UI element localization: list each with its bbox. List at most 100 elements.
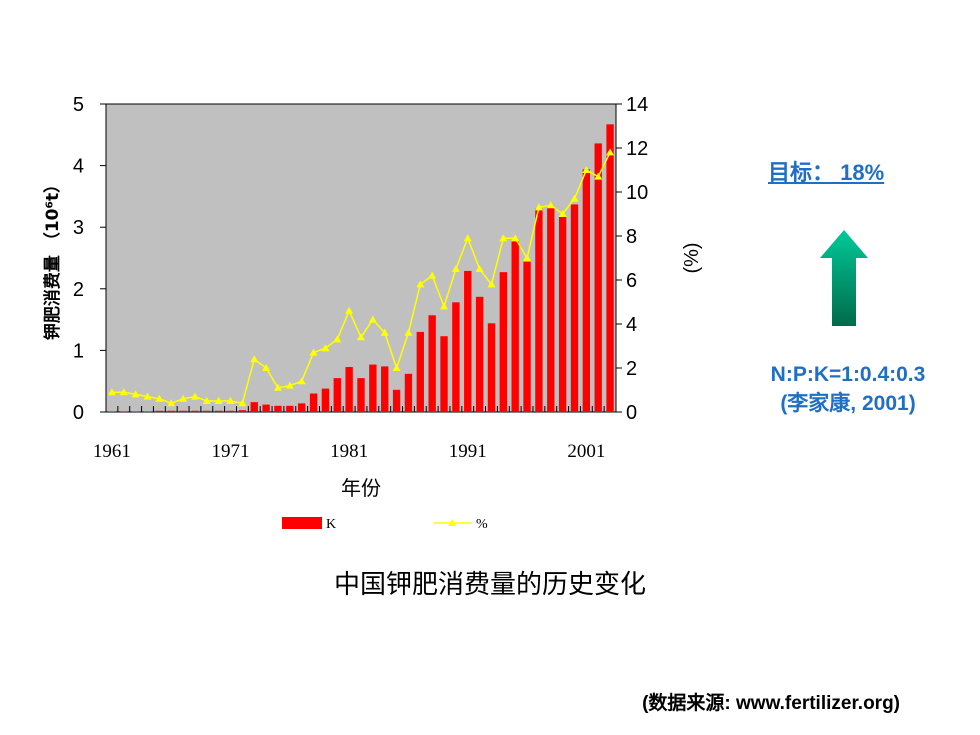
left-tick-label: 4: [73, 156, 84, 178]
bar-1980: [333, 378, 341, 412]
left-tick-label: 3: [73, 217, 84, 239]
bar-1962: [120, 411, 128, 412]
right-axis-ticks: 0 2 4 6 8 10 12 14: [616, 94, 648, 424]
left-tick-label: 5: [73, 94, 84, 116]
percent-point-2000: [570, 194, 579, 202]
percent-point-1966: [167, 399, 176, 407]
x-tick-marks: [105, 406, 617, 412]
npk-ratio-line1: N:P:K=1:0.4:0.3: [770, 363, 926, 386]
percent-point-1963: [131, 390, 140, 398]
bar-1975: [274, 405, 282, 412]
percent-point-1988: [428, 271, 437, 279]
bar-1965: [155, 410, 164, 412]
percent-point-1983: [368, 315, 377, 323]
percent-point-1971: [226, 397, 235, 404]
x-tick-label: 1971: [212, 441, 250, 462]
left-tick-label: 0: [73, 402, 84, 424]
bar-1967: [179, 410, 187, 412]
percent-point-1998: [546, 201, 555, 209]
bar-1979: [321, 388, 330, 412]
bar-1981: [345, 367, 353, 412]
bar-2002: [594, 143, 602, 412]
left-axis-label: 钾肥消费量 （10⁶t）: [42, 176, 63, 340]
legend-k-label: K: [326, 517, 336, 532]
bar-1982: [357, 378, 365, 412]
percent-point-1961: [107, 388, 116, 396]
percent-line: [107, 148, 615, 407]
bar-1969: [203, 410, 211, 412]
percent-point-1968: [190, 392, 199, 400]
percent-point-1992: [475, 265, 484, 272]
bar-1993: [487, 323, 496, 412]
percent-point-1993: [487, 280, 496, 288]
percent-point-1991: [463, 234, 472, 242]
percent-point-1980: [333, 335, 342, 343]
legend-percent-label: %: [476, 517, 488, 532]
npk-ratio-line2: (李家康, 2001): [780, 392, 916, 415]
bar-1986: [404, 373, 413, 412]
percent-point-1972: [238, 399, 247, 407]
bar-1976: [286, 405, 294, 412]
percent-point-1973: [250, 355, 259, 363]
percent-point-2003: [606, 148, 615, 156]
bar-1988: [428, 315, 436, 412]
bar-1990: [452, 302, 460, 412]
legend: K %: [282, 517, 488, 532]
right-tick-label: 14: [626, 94, 648, 116]
target-label: 目标： 18%: [768, 160, 885, 185]
bar-1989: [440, 336, 448, 412]
bar-1963: [131, 411, 140, 412]
bar-1974: [262, 404, 270, 412]
x-axis-label: 年份: [341, 476, 381, 500]
percent-point-1969: [202, 397, 211, 404]
legend-percent-marker: [448, 519, 456, 526]
chart-caption: 中国钾肥消费量的历史变化: [333, 570, 646, 600]
x-axis-labels: 1961 1971 1981 1991 2001: [93, 441, 605, 462]
percent-point-1965: [155, 394, 164, 402]
percent-point-1995: [511, 234, 520, 242]
bar-1972: [238, 410, 247, 412]
left-axis-ticks: 0 1 2 3 4 5: [73, 94, 106, 424]
right-tick-label: 4: [626, 314, 637, 336]
right-tick-label: 12: [626, 138, 648, 160]
bar-1995: [511, 241, 519, 412]
percent-point-1984: [380, 328, 389, 336]
x-tick-label: 1991: [449, 441, 487, 462]
percent-point-1970: [214, 397, 223, 404]
percent-point-1997: [534, 203, 543, 211]
percent-point-1990: [451, 265, 460, 272]
right-tick-label: 6: [626, 270, 637, 292]
percent-point-1974: [262, 364, 271, 371]
up-arrow-icon: [820, 230, 868, 326]
bar-1996: [523, 261, 531, 412]
bar-1977: [298, 403, 306, 412]
bar-1970: [214, 410, 223, 412]
k-bars: [108, 124, 614, 412]
bar-1984: [381, 366, 389, 412]
percent-point-1978: [309, 348, 318, 356]
bar-1997: [535, 208, 543, 412]
bar-1987: [416, 331, 424, 412]
left-tick-label: 1: [73, 340, 84, 362]
bar-1968: [191, 410, 199, 412]
bar-2001: [582, 169, 591, 412]
percent-point-1985: [392, 364, 401, 371]
x-tick-label: 2001: [567, 441, 605, 462]
percent-point-1989: [440, 302, 449, 310]
bar-1961: [108, 411, 116, 412]
percent-point-1994: [499, 234, 508, 242]
bar-1973: [250, 402, 258, 412]
percent-point-1981: [345, 306, 354, 314]
source-note: (数据来源: www.fertilizer.org): [642, 693, 900, 714]
bar-1998: [547, 206, 555, 412]
npk-ratio: N:P:K=1:0.4:0.3 (李家康, 2001): [728, 360, 968, 418]
percent-point-2002: [594, 172, 603, 180]
percent-point-1982: [357, 333, 365, 341]
bar-2000: [570, 204, 579, 412]
percent-point-1975: [273, 383, 282, 391]
percent-point-1977: [297, 377, 306, 385]
percent-point-2001: [582, 166, 591, 173]
bar-1983: [369, 364, 377, 412]
percent-point-1976: [285, 381, 294, 389]
